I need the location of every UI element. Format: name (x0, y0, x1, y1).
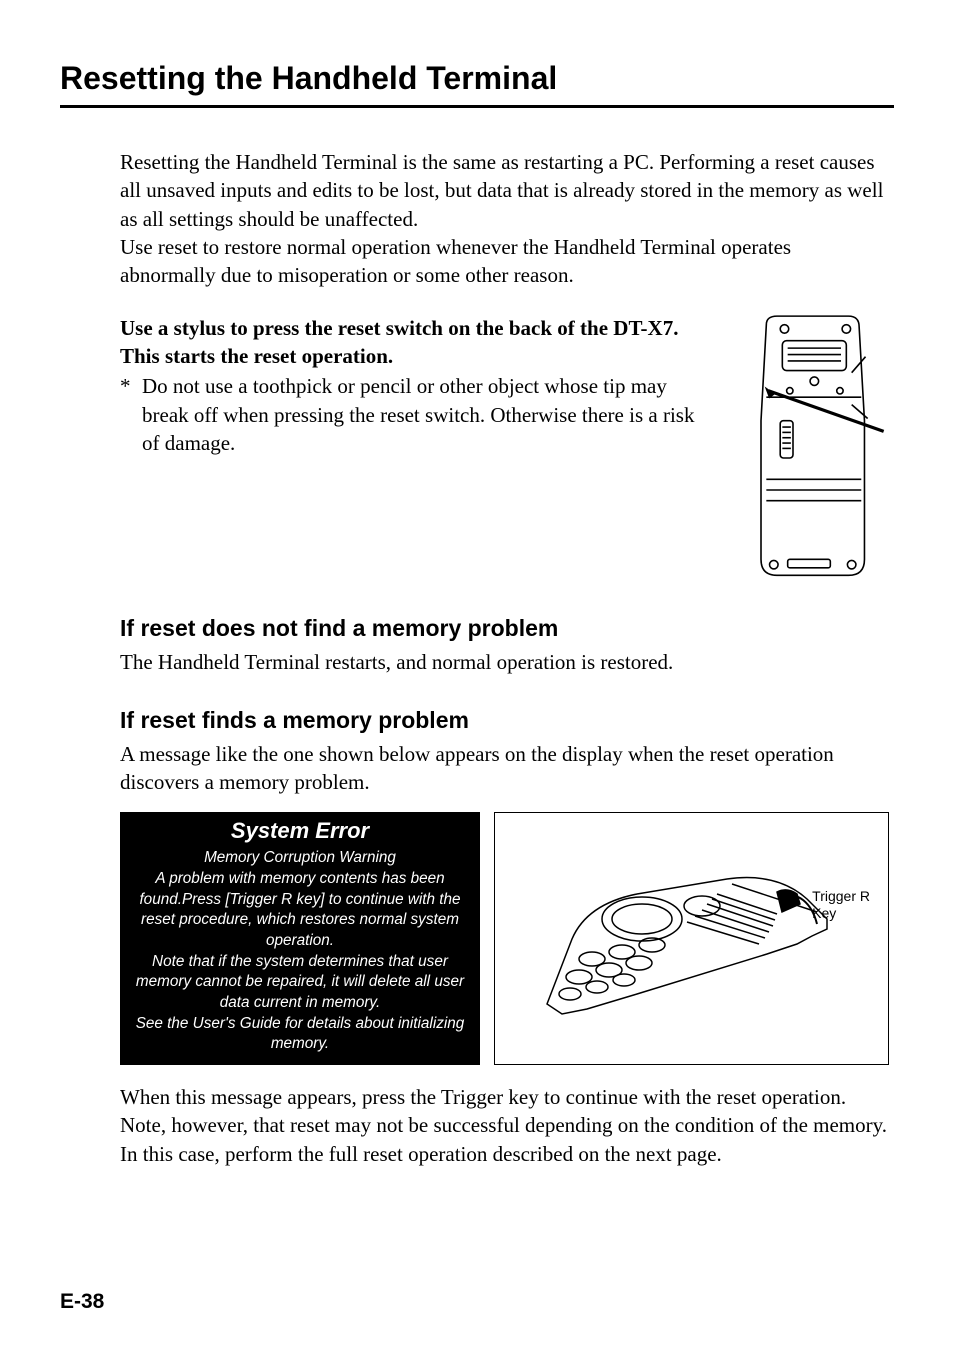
intro-paragraph-2: Use reset to restore normal operation wh… (120, 233, 889, 290)
error-title: System Error (128, 818, 472, 844)
trigger-r-key-label: Trigger R Key (812, 888, 870, 920)
reset-instruction-row: Use a stylus to press the reset switch o… (120, 314, 889, 586)
trigger-label-line-2: Key (812, 905, 870, 921)
body-content: Resetting the Handheld Terminal is the s… (60, 148, 894, 1168)
trigger-label-line-1: Trigger R (812, 888, 870, 904)
bullet-asterisk: * (120, 372, 142, 457)
caution-text: Do not use a toothpick or pencil or othe… (142, 372, 709, 457)
closing-paragraph: When this message appears, press the Tri… (120, 1083, 889, 1168)
page-number: E-38 (60, 1290, 104, 1314)
section-1-body: The Handheld Terminal restarts, and norm… (120, 648, 889, 676)
section-1-heading: If reset does not find a memory problem (120, 615, 889, 642)
reset-instruction-text: Use a stylus to press the reset switch o… (120, 314, 709, 458)
device-back-illustration-icon (729, 314, 889, 581)
error-line-1: Memory Corruption Warning (128, 848, 472, 869)
caution-bullet: * Do not use a toothpick or pencil or ot… (120, 372, 709, 457)
bold-instruction-line-1: Use a stylus to press the reset switch o… (120, 314, 709, 342)
section-2-body: A message like the one shown below appea… (120, 740, 889, 797)
page-title: Resetting the Handheld Terminal (60, 60, 894, 108)
error-and-figure-row: System Error Memory Corruption Warning A… (120, 812, 889, 1064)
device-back-figure (729, 314, 889, 586)
trigger-key-figure: Trigger R Key (494, 812, 889, 1064)
error-line-3: Note that if the system determines that … (128, 952, 472, 1014)
section-2-heading: If reset finds a memory problem (120, 707, 889, 734)
bold-instruction-line-2: This starts the reset operation. (120, 342, 709, 370)
error-line-2: A problem with memory contents has been … (128, 869, 472, 952)
system-error-screen: System Error Memory Corruption Warning A… (120, 812, 480, 1064)
device-side-illustration-icon (517, 844, 867, 1034)
intro-paragraph-1: Resetting the Handheld Terminal is the s… (120, 148, 889, 233)
error-line-4: See the User's Guide for details about i… (128, 1014, 472, 1055)
